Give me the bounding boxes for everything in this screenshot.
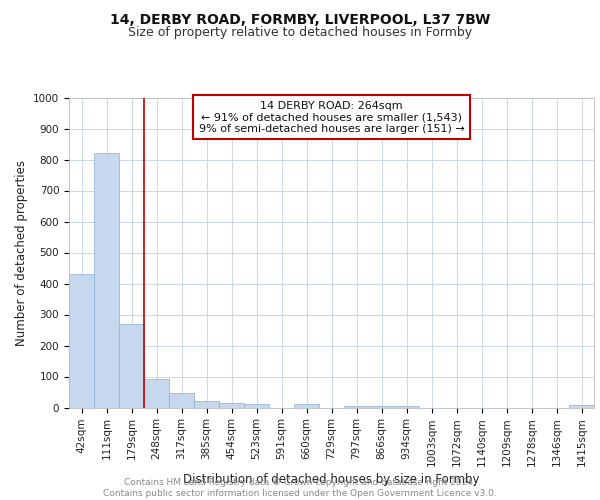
Bar: [394, 406, 419, 407]
Bar: [369, 406, 394, 407]
Bar: [69, 274, 94, 407]
Bar: [569, 405, 594, 407]
Bar: [144, 378, 169, 408]
Bar: [294, 404, 319, 407]
X-axis label: Distribution of detached houses by size in Formby: Distribution of detached houses by size …: [183, 473, 480, 486]
Text: 14, DERBY ROAD, FORMBY, LIVERPOOL, L37 7BW: 14, DERBY ROAD, FORMBY, LIVERPOOL, L37 7…: [110, 12, 490, 26]
Y-axis label: Number of detached properties: Number of detached properties: [14, 160, 28, 346]
Bar: [344, 406, 369, 407]
Bar: [94, 154, 119, 408]
Bar: [169, 392, 194, 407]
Bar: [219, 403, 244, 407]
Bar: [244, 404, 269, 407]
Bar: [119, 324, 144, 407]
Text: Size of property relative to detached houses in Formby: Size of property relative to detached ho…: [128, 26, 472, 39]
Text: 14 DERBY ROAD: 264sqm
← 91% of detached houses are smaller (1,543)
9% of semi-de: 14 DERBY ROAD: 264sqm ← 91% of detached …: [199, 100, 464, 134]
Text: Contains HM Land Registry data © Crown copyright and database right 2024.
Contai: Contains HM Land Registry data © Crown c…: [103, 478, 497, 498]
Bar: [194, 400, 219, 407]
